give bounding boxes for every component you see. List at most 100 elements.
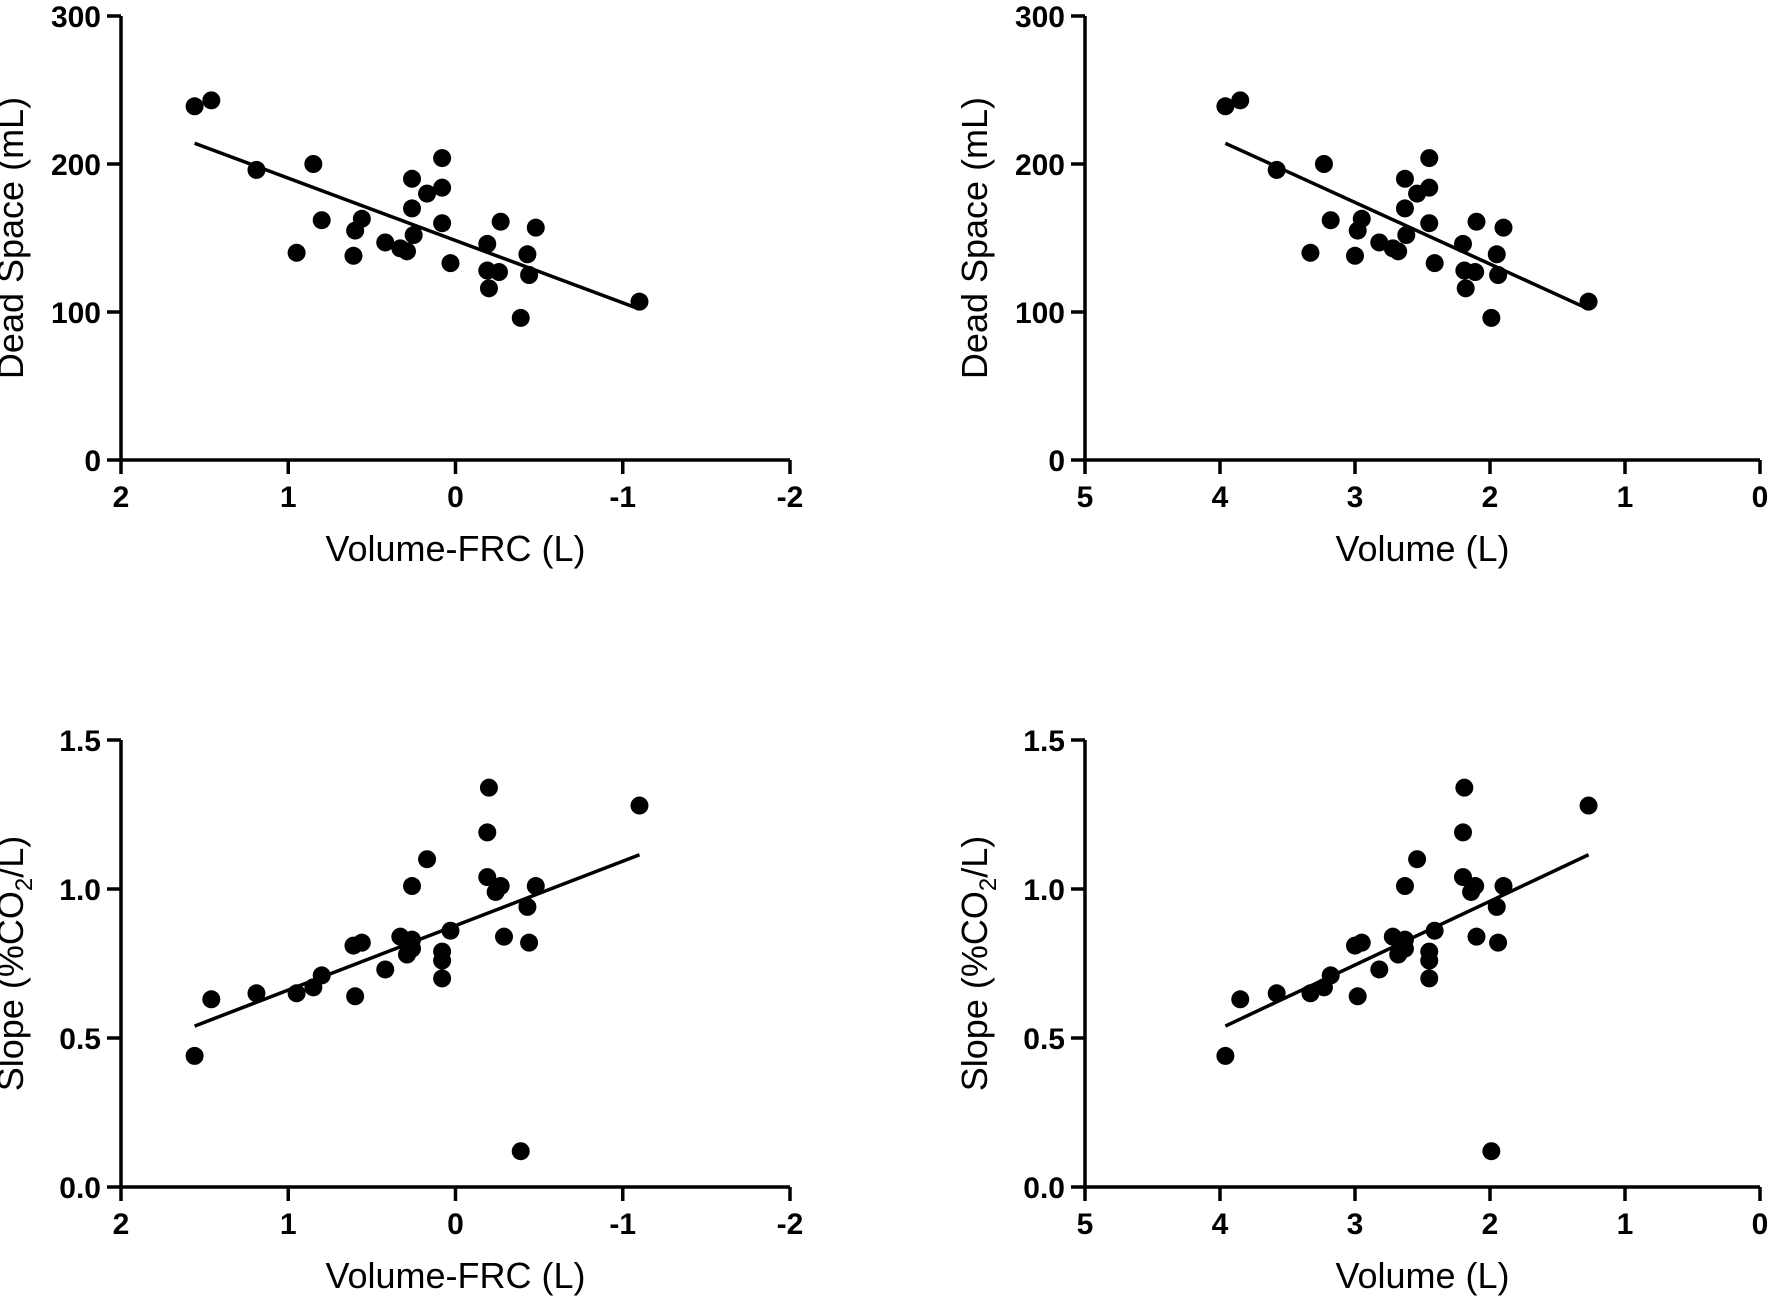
regression-line — [193, 141, 641, 311]
data-point — [489, 263, 508, 282]
y-tick-label: 1.5 — [59, 725, 101, 758]
data-point — [1579, 796, 1598, 815]
y-tick-label: 0.0 — [59, 1172, 101, 1205]
y-tick-label: 200 — [51, 149, 101, 182]
data-point — [511, 308, 530, 327]
x-tick-label: 0 — [1752, 1208, 1768, 1241]
x-tick-label: 4 — [1212, 481, 1229, 514]
data-point — [202, 990, 221, 1009]
data-point — [1301, 243, 1320, 262]
data-point — [352, 209, 371, 228]
y-axis-label-subscript: 2 — [975, 878, 1002, 891]
data-point — [1489, 266, 1508, 284]
data-point — [1395, 169, 1414, 188]
y-axis-label-suffix: /L) — [0, 836, 31, 878]
data-point — [1454, 823, 1472, 842]
x-tick-label: 2 — [113, 481, 130, 514]
data-point — [1346, 246, 1364, 265]
data-point — [1425, 254, 1444, 273]
data-point — [202, 91, 221, 110]
data-point — [1321, 211, 1340, 230]
data-point — [344, 246, 363, 265]
data-point — [1494, 877, 1513, 896]
data-point — [491, 877, 510, 896]
data-point — [520, 933, 539, 952]
data-point — [312, 966, 331, 985]
y-tick-label: 1.0 — [59, 874, 101, 907]
data-point — [185, 1046, 204, 1065]
x-tick-label: 4 — [1212, 1208, 1229, 1241]
y-tick-label: 1.5 — [1023, 725, 1065, 758]
data-point — [526, 877, 545, 896]
data-point — [1370, 233, 1389, 252]
data-point — [1348, 221, 1367, 240]
data-point — [1466, 877, 1485, 896]
data-point — [403, 169, 422, 188]
data-point — [526, 218, 545, 237]
y-axis-label-prefix: Slope (%CO — [0, 891, 31, 1091]
y-axis-label: Dead Space (mL) — [0, 97, 31, 379]
panel-dead-space-vs-volume: 0 100 200 300 5 4 3 2 1 0 Volume (L) Dead Space (mL… — [954, 1, 1768, 569]
y-tick-label: 200 — [1015, 149, 1065, 182]
data-point — [287, 243, 306, 262]
data-point — [1494, 218, 1513, 237]
x-tick-label: 3 — [1347, 481, 1364, 514]
data-point — [397, 242, 416, 261]
y-tick-label: 300 — [1015, 1, 1065, 34]
x-tick-label: -2 — [777, 481, 804, 514]
data-point — [1579, 292, 1598, 311]
data-point — [520, 266, 539, 284]
y-axis-label: Slope (%CO2/L) — [954, 836, 1002, 1091]
data-point — [433, 951, 452, 970]
y-axis-label-prefix: Slope (%CO — [954, 891, 995, 1091]
x-axis-label: Volume (L) — [1335, 1255, 1509, 1296]
x-tick-label: 1 — [280, 1208, 297, 1241]
data-point — [1370, 960, 1389, 979]
x-tick-label: 2 — [113, 1208, 130, 1241]
x-tick-label: 0 — [447, 481, 464, 514]
data-point — [418, 850, 437, 869]
data-point — [1267, 984, 1286, 1003]
data-point — [478, 823, 497, 842]
data-point — [433, 149, 452, 168]
data-point — [1216, 97, 1235, 116]
y-tick-label: 0 — [84, 445, 101, 478]
x-axis-label: Volume-FRC (L) — [325, 1255, 585, 1296]
y-tick-label: 0.5 — [1023, 1023, 1065, 1056]
x-tick-label: 5 — [1077, 1208, 1094, 1241]
data-point — [376, 233, 395, 252]
data-point — [404, 226, 423, 245]
panel-dead-space-vs-volume-frc: 0 100 200 300 2 1 0 -1 -2 Volume-FRC (L) Dead Spac… — [0, 1, 803, 569]
x-tick-label: 1 — [280, 481, 297, 514]
data-point — [1455, 778, 1474, 797]
data-point — [312, 211, 331, 230]
data-point — [247, 160, 266, 179]
data-point — [1231, 91, 1250, 110]
data-point — [1321, 966, 1340, 985]
data-point — [346, 987, 365, 1006]
y-tick-label: 300 — [51, 1, 101, 34]
data-point — [376, 960, 395, 979]
data-point — [1395, 939, 1414, 958]
data-point — [1314, 155, 1333, 173]
data-point — [441, 921, 460, 940]
x-tick-label: 2 — [1482, 481, 1499, 514]
data-point — [441, 254, 460, 273]
x-tick-label: -1 — [609, 1208, 636, 1241]
data-point — [518, 897, 537, 916]
y-tick-label: 1.0 — [1023, 874, 1065, 907]
data-point — [287, 984, 306, 1003]
data-point — [1466, 263, 1485, 282]
data-point — [1456, 279, 1475, 298]
data-point — [1348, 987, 1367, 1006]
data-point — [1397, 226, 1416, 245]
data-point — [1489, 933, 1508, 952]
data-point — [478, 868, 497, 887]
data-point — [403, 877, 422, 896]
x-tick-label: 2 — [1482, 1208, 1499, 1241]
x-tick-label: -2 — [777, 1208, 804, 1241]
data-point — [518, 245, 537, 264]
data-point — [1231, 990, 1250, 1009]
data-point — [1420, 178, 1439, 197]
